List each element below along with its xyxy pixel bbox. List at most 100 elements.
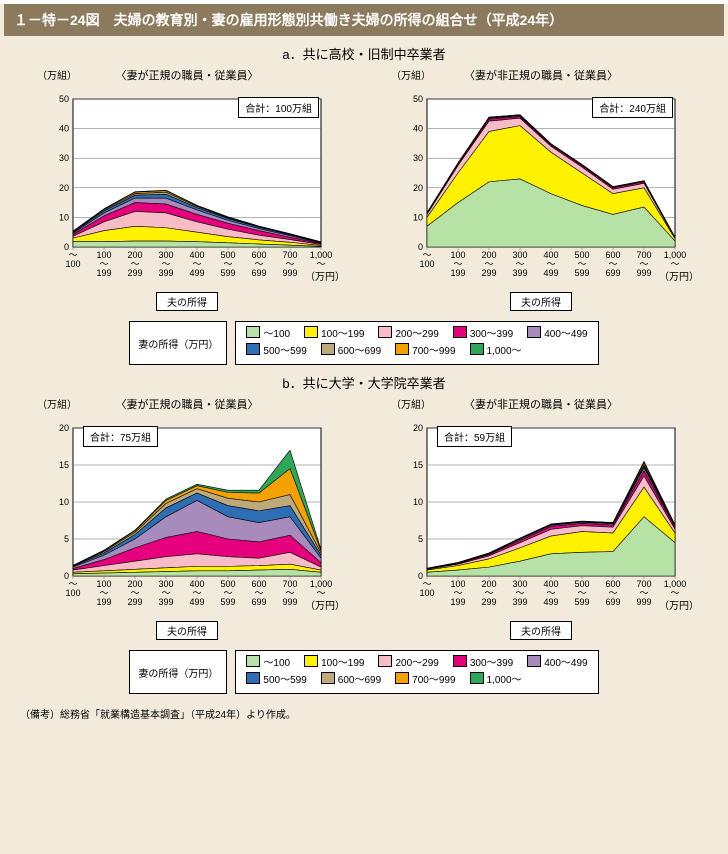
svg-text:499: 499 [189, 597, 204, 607]
svg-text:40: 40 [59, 124, 69, 134]
x-axis-unit: （万円） [659, 597, 699, 612]
svg-text:299: 299 [481, 268, 496, 278]
svg-text:15: 15 [413, 460, 423, 470]
row-a: 〈妻が正規の職員・従業員〉（万組）01020304050～100100～1992… [0, 67, 728, 311]
legend-item: 100～199 [304, 655, 364, 672]
legend-item: 400～499 [527, 326, 587, 343]
chart-b-right: 〈妻が非正規の職員・従業員〉（万組）05101520～100100～199200… [391, 396, 691, 640]
svg-text:50: 50 [413, 94, 423, 104]
chart-subtitle: 〈妻が正規の職員・従業員〉 [37, 396, 337, 412]
svg-text:5: 5 [418, 534, 423, 544]
total-box: 合計：59万組 [437, 426, 512, 447]
chart-subtitle: 〈妻が非正規の職員・従業員〉 [391, 67, 691, 83]
legend-a: 妻の所得（万円） ～100 100～199 200～299 300～399 400～49… [0, 321, 728, 365]
svg-text:10: 10 [413, 497, 423, 507]
footnote: （備考）総務省「就業構造基本調査」（平成24年）より作成。 [0, 700, 728, 721]
figure-page: １－特－24図 夫婦の教育別・妻の雇用形態別共働き夫婦の所得の組合せ（平成24年… [0, 4, 728, 854]
y-axis-unit: （万組） [391, 67, 431, 82]
svg-text:699: 699 [251, 597, 266, 607]
legend-item: 1,000～ [470, 672, 522, 689]
row-b: 〈妻が正規の職員・従業員〉（万組）05101520～100100～199200～… [0, 396, 728, 640]
svg-text:599: 599 [220, 597, 235, 607]
area-chart: 05101520～100100～199200～299300～399400～499… [391, 414, 691, 614]
legend-item: ～100 [246, 655, 290, 672]
svg-text:699: 699 [251, 268, 266, 278]
svg-text:20: 20 [59, 183, 69, 193]
svg-text:20: 20 [413, 423, 423, 433]
area-chart: 05101520～100100～199200～299300～399400～499… [37, 414, 337, 614]
husband-income-label: 夫の所得 [156, 292, 218, 311]
legend-item: 300～399 [453, 326, 513, 343]
legend-item: 100～199 [304, 326, 364, 343]
legend-items: ～100 100～199 200～299 300～399 400～499 500～599… [235, 321, 598, 365]
svg-text:199: 199 [96, 268, 111, 278]
legend-item: 200～299 [378, 326, 438, 343]
legend-title: 妻の所得（万円） [129, 321, 227, 365]
svg-text:999: 999 [636, 268, 651, 278]
legend-item: 600～699 [321, 343, 381, 360]
svg-text:599: 599 [574, 268, 589, 278]
svg-text:499: 499 [189, 268, 204, 278]
svg-text:699: 699 [605, 268, 620, 278]
legend-item: 500～599 [246, 343, 306, 360]
svg-text:599: 599 [220, 268, 235, 278]
svg-text:40: 40 [413, 124, 423, 134]
legend-item: 500～599 [246, 672, 306, 689]
svg-text:499: 499 [543, 597, 558, 607]
svg-text:999: 999 [636, 597, 651, 607]
legend-item: 700～999 [395, 343, 455, 360]
section-a-title: a．共に高校・旧制中卒業者 [0, 44, 728, 63]
svg-text:10: 10 [59, 497, 69, 507]
x-axis-unit: （万円） [659, 268, 699, 283]
svg-text:199: 199 [450, 268, 465, 278]
chart-subtitle: 〈妻が非正規の職員・従業員〉 [391, 396, 691, 412]
chart-a-right: 〈妻が非正規の職員・従業員〉（万組）01020304050～100100～199… [391, 67, 691, 311]
total-box: 合計：240万組 [592, 97, 673, 118]
svg-text:100: 100 [65, 259, 80, 269]
x-axis-unit: （万円） [305, 597, 345, 612]
legend-item: 600～699 [321, 672, 381, 689]
legend-title: 妻の所得（万円） [129, 650, 227, 694]
svg-text:399: 399 [512, 268, 527, 278]
svg-text:999: 999 [282, 268, 297, 278]
legend-item: 700～999 [395, 672, 455, 689]
section-b-title: b．共に大学・大学院卒業者 [0, 373, 728, 392]
svg-text:50: 50 [59, 94, 69, 104]
legend-item: ～100 [246, 326, 290, 343]
husband-income-label: 夫の所得 [510, 292, 572, 311]
svg-text:299: 299 [127, 268, 142, 278]
legend-b: 妻の所得（万円） ～100100～199200～299300～399400～49… [0, 650, 728, 694]
svg-text:699: 699 [605, 597, 620, 607]
chart-b-left: 〈妻が正規の職員・従業員〉（万組）05101520～100100～199200～… [37, 396, 337, 640]
chart-a-left: 〈妻が正規の職員・従業員〉（万組）01020304050～100100～1992… [37, 67, 337, 311]
svg-text:100: 100 [419, 259, 434, 269]
svg-text:399: 399 [158, 597, 173, 607]
x-axis-unit: （万円） [305, 268, 345, 283]
svg-text:299: 299 [481, 597, 496, 607]
total-box: 合計：100万組 [238, 97, 319, 118]
chart-subtitle: 〈妻が正規の職員・従業員〉 [37, 67, 337, 83]
svg-text:20: 20 [59, 423, 69, 433]
svg-text:100: 100 [419, 588, 434, 598]
svg-text:399: 399 [512, 597, 527, 607]
svg-text:599: 599 [574, 597, 589, 607]
legend-item: 200～299 [378, 655, 438, 672]
legend-items: ～100100～199200～299300～399400～499 500～599… [235, 650, 598, 694]
svg-text:199: 199 [96, 597, 111, 607]
legend-item: 300～399 [453, 655, 513, 672]
svg-text:499: 499 [543, 268, 558, 278]
svg-text:20: 20 [413, 183, 423, 193]
svg-text:10: 10 [59, 212, 69, 222]
svg-text:30: 30 [59, 153, 69, 163]
svg-text:299: 299 [127, 597, 142, 607]
svg-text:15: 15 [59, 460, 69, 470]
svg-text:10: 10 [413, 212, 423, 222]
figure-title: １－特－24図 夫婦の教育別・妻の雇用形態別共働き夫婦の所得の組合せ（平成24年… [4, 4, 724, 36]
husband-income-label: 夫の所得 [510, 621, 572, 640]
svg-text:30: 30 [413, 153, 423, 163]
svg-text:100: 100 [65, 588, 80, 598]
y-axis-unit: （万組） [37, 396, 77, 411]
svg-text:199: 199 [450, 597, 465, 607]
svg-text:5: 5 [64, 534, 69, 544]
svg-text:399: 399 [158, 268, 173, 278]
